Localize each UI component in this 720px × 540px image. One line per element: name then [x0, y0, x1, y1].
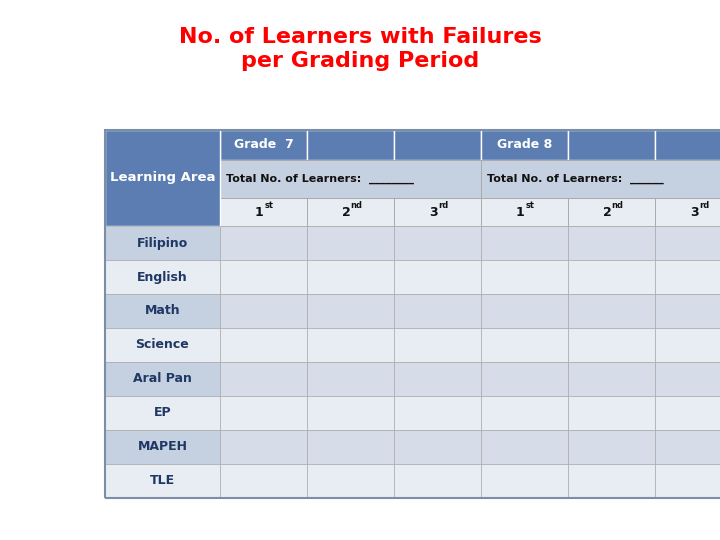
Bar: [655, 226, 720, 260]
Text: 3: 3: [690, 206, 698, 219]
Text: rd: rd: [699, 201, 709, 210]
Bar: [655, 362, 720, 396]
Bar: [394, 198, 481, 226]
Text: Learning Area: Learning Area: [109, 172, 215, 185]
Bar: [481, 130, 568, 160]
Text: nd: nd: [611, 201, 624, 210]
Bar: [655, 294, 720, 328]
Text: Math: Math: [145, 305, 180, 318]
Bar: [481, 198, 568, 226]
Bar: [568, 430, 655, 464]
Bar: [568, 260, 655, 294]
Bar: [220, 130, 307, 160]
Bar: [220, 396, 307, 430]
Bar: [307, 396, 394, 430]
Bar: [481, 226, 568, 260]
Text: Aral Pan: Aral Pan: [133, 373, 192, 386]
Bar: [105, 396, 220, 430]
Bar: [105, 294, 220, 328]
Bar: [105, 328, 220, 362]
Text: 1: 1: [255, 206, 264, 219]
Bar: [394, 464, 481, 498]
Bar: [481, 362, 568, 396]
Text: st: st: [265, 201, 274, 210]
Bar: [481, 430, 568, 464]
Text: 3: 3: [429, 206, 438, 219]
Bar: [105, 464, 220, 498]
Text: Grade 8: Grade 8: [497, 138, 552, 152]
Bar: [394, 362, 481, 396]
Text: English: English: [137, 271, 188, 284]
Bar: [655, 430, 720, 464]
Bar: [568, 226, 655, 260]
Text: 1: 1: [516, 206, 525, 219]
Bar: [105, 362, 220, 396]
Bar: [655, 328, 720, 362]
Text: Filipino: Filipino: [137, 237, 188, 249]
Bar: [394, 130, 481, 160]
Bar: [307, 226, 394, 260]
Bar: [655, 130, 720, 160]
Bar: [307, 430, 394, 464]
Bar: [220, 362, 307, 396]
Bar: [568, 328, 655, 362]
Bar: [105, 226, 220, 260]
Bar: [568, 362, 655, 396]
Bar: [568, 130, 655, 160]
Bar: [394, 430, 481, 464]
Bar: [481, 294, 568, 328]
Bar: [307, 464, 394, 498]
Text: MAPEH: MAPEH: [138, 441, 187, 454]
Bar: [481, 396, 568, 430]
Bar: [220, 226, 307, 260]
Bar: [568, 294, 655, 328]
Bar: [481, 160, 720, 198]
Bar: [481, 464, 568, 498]
Bar: [105, 130, 220, 226]
Bar: [220, 430, 307, 464]
Bar: [655, 396, 720, 430]
Text: TLE: TLE: [150, 475, 175, 488]
Bar: [220, 160, 481, 198]
Bar: [105, 430, 220, 464]
Bar: [307, 362, 394, 396]
Bar: [481, 260, 568, 294]
Text: Grade  7: Grade 7: [233, 138, 293, 152]
Text: EP: EP: [153, 407, 171, 420]
Bar: [105, 130, 720, 498]
Bar: [220, 260, 307, 294]
Bar: [307, 328, 394, 362]
Bar: [220, 294, 307, 328]
Bar: [105, 260, 220, 294]
Bar: [655, 198, 720, 226]
Bar: [394, 328, 481, 362]
Bar: [481, 328, 568, 362]
Bar: [220, 198, 307, 226]
Bar: [394, 396, 481, 430]
Bar: [655, 260, 720, 294]
Text: Total No. of Learners:  ________: Total No. of Learners: ________: [226, 174, 414, 184]
Text: Science: Science: [135, 339, 189, 352]
Text: 2: 2: [342, 206, 351, 219]
Bar: [307, 294, 394, 328]
Bar: [394, 260, 481, 294]
Text: No. of Learners with Failures
per Grading Period: No. of Learners with Failures per Gradin…: [179, 27, 541, 71]
Text: rd: rd: [438, 201, 449, 210]
Bar: [307, 260, 394, 294]
Bar: [394, 226, 481, 260]
Text: Total No. of Learners:  ______: Total No. of Learners: ______: [487, 174, 664, 184]
Bar: [568, 464, 655, 498]
Bar: [307, 130, 394, 160]
Bar: [220, 328, 307, 362]
Bar: [394, 294, 481, 328]
Bar: [307, 198, 394, 226]
Bar: [220, 464, 307, 498]
Text: 2: 2: [603, 206, 611, 219]
Bar: [568, 396, 655, 430]
Text: st: st: [526, 201, 535, 210]
Bar: [568, 198, 655, 226]
Bar: [655, 464, 720, 498]
Text: nd: nd: [350, 201, 362, 210]
